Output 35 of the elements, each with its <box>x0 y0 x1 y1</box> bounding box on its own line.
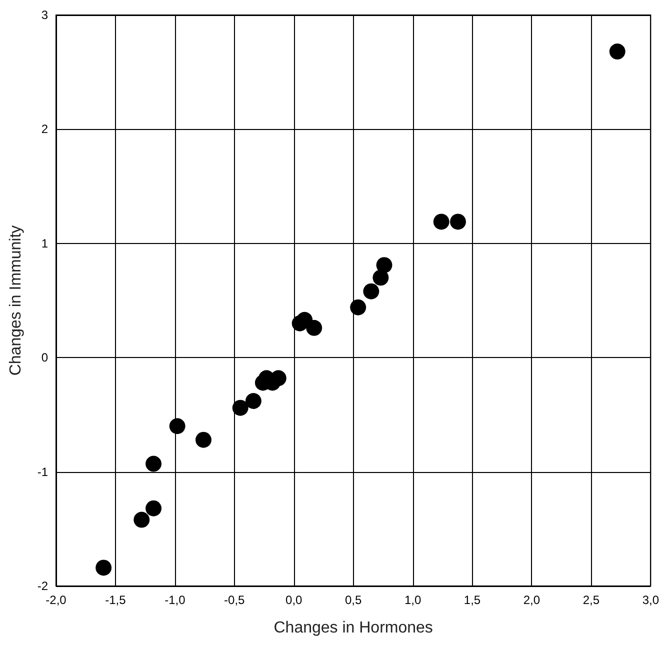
y-tick-label: 1 <box>41 236 48 250</box>
x-tick-label: -2,0 <box>46 593 67 607</box>
point <box>245 393 262 409</box>
x-tick-label: -1,5 <box>105 593 126 607</box>
y-tick-label: 3 <box>41 8 48 22</box>
y-tick-label: -2 <box>37 579 48 593</box>
x-tick-label: 1,0 <box>404 593 422 607</box>
x-tick-label: 1,5 <box>464 593 481 607</box>
x-tick-label: 2,0 <box>523 593 540 607</box>
point <box>450 214 466 230</box>
point <box>146 500 162 516</box>
x-tick-label: 0,5 <box>344 593 362 607</box>
point <box>146 456 162 472</box>
y-tick-label: 0 <box>41 350 48 365</box>
point <box>376 257 392 274</box>
y-axis-title: Changes in Immunity <box>8 225 24 376</box>
point <box>609 44 626 60</box>
point <box>195 432 212 448</box>
point <box>433 214 450 230</box>
point <box>169 418 186 434</box>
x-tick-label: 2,5 <box>582 593 600 607</box>
point <box>372 270 389 286</box>
point <box>363 283 380 300</box>
y-tick-label: -1 <box>37 464 48 479</box>
point <box>134 512 150 528</box>
y-tick-label: 2 <box>41 122 48 136</box>
point <box>96 560 112 576</box>
x-axis-title: Changes in Hormones <box>274 620 433 636</box>
point <box>306 320 322 336</box>
x-tick-label: -1,0 <box>164 593 186 607</box>
point <box>350 299 366 316</box>
x-tick-label: -0,5 <box>224 593 246 607</box>
x-tick-label: 0,0 <box>286 593 303 607</box>
point <box>232 400 248 416</box>
x-tick-label: 3,0 <box>642 593 660 607</box>
